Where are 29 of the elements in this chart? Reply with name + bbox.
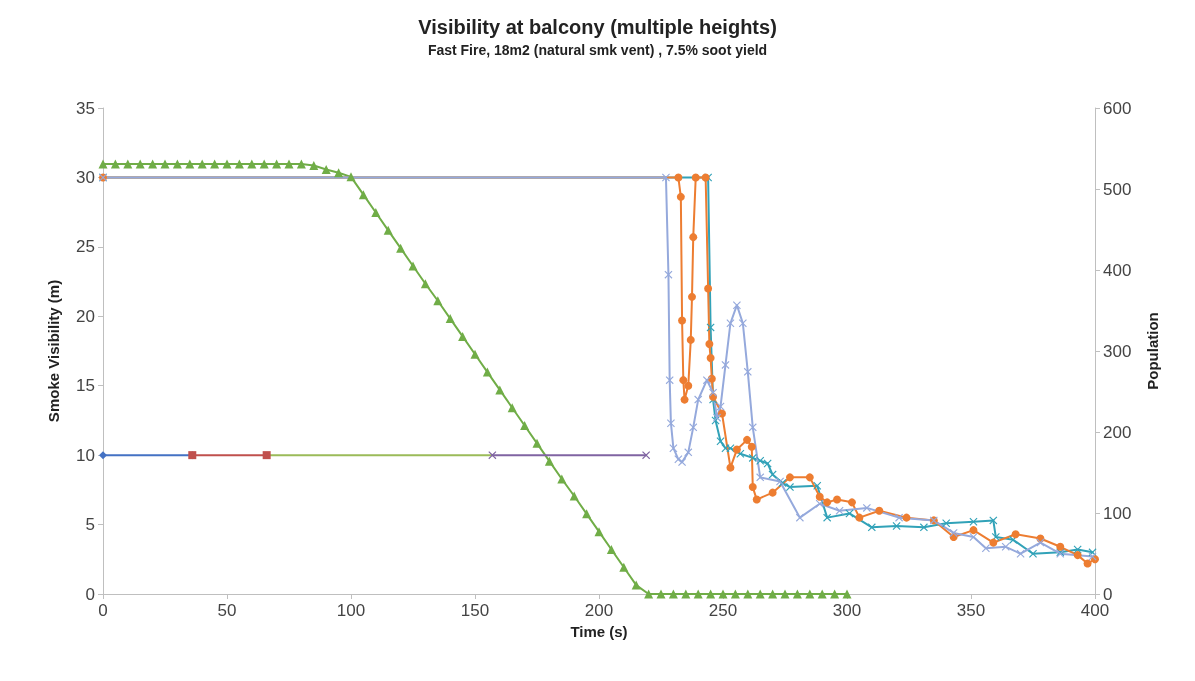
x-tick-label: 300 [832, 601, 862, 620]
y-tick-label: 15 [76, 376, 95, 396]
y-tick-label: 5 [85, 515, 95, 535]
y2-tick-label: 100 [1103, 503, 1132, 523]
y2-axis-title: Population [1144, 312, 1161, 390]
y2-tick-label: 200 [1103, 422, 1132, 442]
x-tick-label: 400 [1080, 601, 1110, 620]
x-tick-label: 100 [336, 601, 366, 620]
y-tick-label: 10 [76, 445, 95, 465]
y2-tick-label: 300 [1103, 341, 1132, 361]
y-tick-label: 20 [76, 306, 95, 326]
x-tick-label: 50 [217, 601, 237, 620]
x-tick-label: 0 [98, 601, 108, 620]
x-tick-label: 350 [956, 601, 986, 620]
chart-title: Visibility at balcony (multiple heights) [418, 16, 777, 38]
y-tick-label: 25 [76, 237, 95, 257]
y2-tick-label: 0 [1103, 584, 1113, 604]
x-tick-label: 150 [460, 601, 490, 620]
x-tick-label: 200 [584, 601, 614, 620]
y-axis-title: Smoke Visibility (m) [45, 279, 62, 423]
y2-tick-label: 500 [1103, 179, 1132, 199]
y-tick-label: 35 [76, 98, 95, 118]
y-tick-label: 0 [85, 584, 95, 604]
y2-tick-label: 600 [1103, 98, 1132, 118]
x-tick-label: 250 [708, 601, 738, 620]
x-axis-title: Time (s) [570, 623, 628, 640]
y2-tick-label: 400 [1103, 260, 1132, 280]
chart-subtitle: Fast Fire, 18m2 (natural smk vent) , 7.5% soot yield [427, 42, 768, 58]
y-tick-label: 30 [76, 167, 95, 187]
